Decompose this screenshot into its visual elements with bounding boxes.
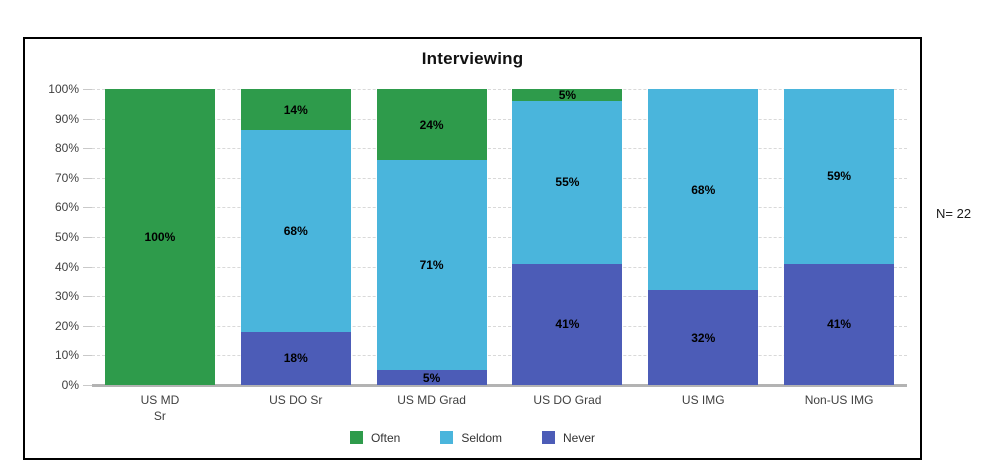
legend-item-seldom: Seldom [440, 431, 502, 444]
gridline [92, 148, 907, 150]
legend-swatch [440, 431, 454, 444]
bar: 18% 68% 14% [240, 89, 351, 385]
gridline [92, 89, 907, 90]
bar-segment-seldom: 59% [784, 89, 895, 264]
y-axis-tick [83, 385, 92, 386]
gridline [92, 177, 907, 179]
legend-label: Never [563, 430, 596, 445]
bar-segment-never: 5% [376, 370, 487, 385]
bar-value-label: 14% [283, 102, 308, 117]
bar: 32% 68% [648, 89, 759, 385]
bar: 100% [104, 89, 215, 385]
chart-title: Interviewing [421, 49, 524, 68]
x-axis-category-label: US MD Sr [140, 393, 180, 423]
y-axis-tick-label: 60% [54, 200, 79, 215]
y-axis-tick-label: 90% [54, 111, 79, 126]
gridline [92, 207, 907, 209]
bar-segment-never: 41% [512, 263, 623, 385]
bar-segment-never: 18% [240, 331, 351, 385]
legend-label: Often [370, 430, 401, 445]
bar: 5% 71% 24% [376, 89, 487, 385]
bar-value-label: 68% [691, 182, 716, 197]
bar-value-label: 24% [419, 117, 444, 132]
bar-segment-often: 24% [376, 89, 487, 161]
bar-segment-seldom: 55% [512, 100, 623, 264]
bar-value-label: 18% [283, 351, 308, 366]
y-axis-tick [83, 177, 92, 179]
bar-segment-often: 14% [240, 89, 351, 131]
y-axis-tick-label: 50% [54, 230, 79, 244]
chart-container: Interviewing 100% 18% 68% 14% 5% 71% 24% 41% 55%… [23, 37, 922, 460]
x-axis-category-label: US DO Sr [269, 393, 323, 407]
bar-segment-seldom: 71% [376, 160, 487, 371]
y-axis-tick-label: 20% [54, 318, 79, 333]
legend-swatch [349, 431, 363, 444]
bar-value-label: 55% [555, 175, 580, 190]
y-axis-tick-label: 40% [54, 259, 79, 274]
y-axis-tick [83, 237, 92, 238]
y-axis-tick [83, 266, 92, 268]
sample-size-annotation: N= 22 [936, 206, 972, 221]
x-axis-category-label: Non-US IMG [804, 393, 874, 407]
y-axis-tick-label: 100% [48, 82, 79, 96]
y-axis-tick-label: 70% [54, 170, 79, 185]
bar-value-label: 5% [422, 370, 441, 385]
bar-value-label: 59% [827, 169, 852, 184]
bar-segment-never: 32% [648, 290, 759, 385]
y-axis-tick [83, 355, 92, 357]
bar: 41% 55% 5% [512, 87, 623, 385]
legend: Often Seldom Never [25, 431, 920, 444]
gridline [92, 325, 907, 327]
bar-segment-often: 100% [104, 89, 215, 385]
bar-value-label: 41% [555, 317, 580, 332]
bar-value-label: 68% [283, 224, 308, 239]
bar-segment-seldom: 68% [240, 130, 351, 332]
x-axis-category-label: US MD Grad [397, 393, 466, 407]
gridline [92, 355, 907, 357]
plot-area: 100% 18% 68% 14% 5% 71% 24% 41% 55% 5% 32% 68% 41% 59… [92, 87, 907, 387]
bar-value-label: 100% [144, 230, 176, 244]
gridline [92, 118, 907, 120]
bar: 41% 59% [784, 89, 895, 385]
gridline [92, 296, 907, 298]
y-axis-tick [83, 89, 92, 90]
legend-item-often: Often [349, 430, 401, 445]
bar-value-label: 32% [691, 330, 716, 345]
y-axis-tick-label: 0% [61, 378, 79, 392]
x-axis-category-label: US IMG [681, 393, 725, 407]
y-axis-tick-label: 30% [54, 289, 79, 304]
bar-value-label: 71% [419, 258, 444, 273]
gridline [92, 266, 907, 268]
y-axis-tick [83, 148, 92, 150]
y-axis-tick [83, 118, 92, 120]
y-axis-tick [83, 296, 92, 298]
gridline [92, 237, 907, 238]
bar-value-label: 5% [558, 87, 577, 102]
y-axis-tick [83, 325, 92, 327]
bar-segment-seldom: 68% [648, 89, 759, 291]
x-axis-category-label: US DO Grad [533, 393, 602, 407]
y-axis-tick [83, 207, 92, 209]
bar-segment-never: 41% [784, 263, 895, 385]
x-axis-line [92, 384, 907, 387]
legend-item-never: Never [542, 431, 595, 444]
bar-segment-often: 5% [512, 87, 623, 102]
bar-value-label: 41% [827, 317, 852, 332]
legend-swatch [542, 431, 556, 444]
y-axis-tick-label: 80% [54, 141, 79, 156]
legend-label: Seldom [461, 430, 503, 445]
y-axis-tick-label: 10% [54, 348, 79, 363]
